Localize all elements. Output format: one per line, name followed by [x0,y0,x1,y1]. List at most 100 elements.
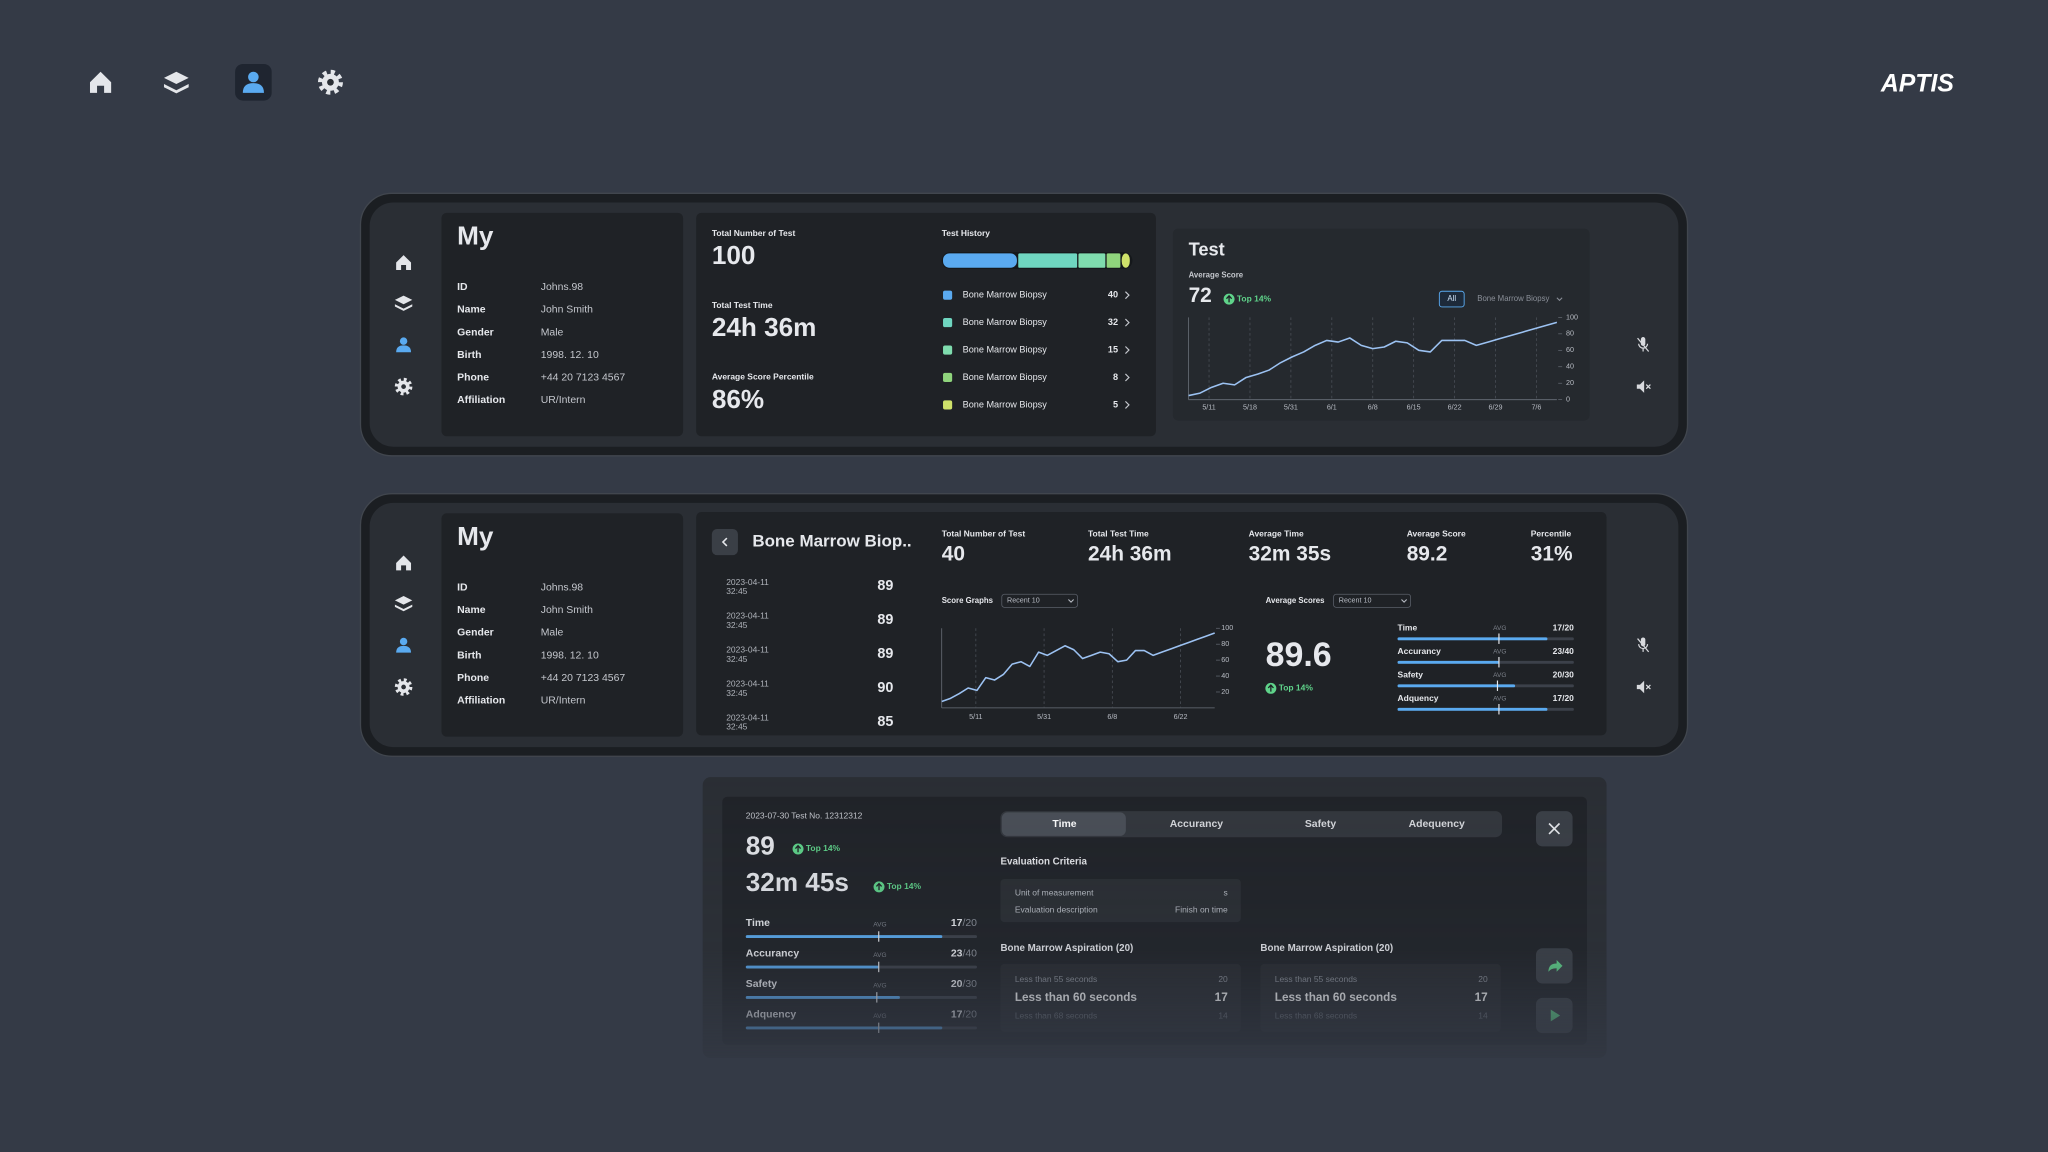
profile-value: UR/Intern [541,696,586,707]
history-title: Test History [942,228,991,238]
avg-score-big: 89.6 [1266,636,1332,674]
record-time: 32:45 [726,654,747,664]
profile-value: UR/Intern [541,395,586,406]
play-triangle [1550,1009,1561,1022]
y-tick-label: 80 [1566,330,1574,338]
profile-label: Gender [457,628,494,639]
user-body [396,645,412,653]
filter-all[interactable] [1438,290,1465,308]
icon-mute [1636,680,1651,694]
dropdown[interactable] [1333,593,1412,608]
stat-label: Average Score Percentile [712,372,814,382]
result-panel: 2023-07-30 Test No. 12312312 89 Top 14% 32m… [702,777,1607,1058]
record-score: 89 [877,646,893,662]
score-bar [745,996,900,999]
column-row-label: Less than 55 seconds [1275,974,1357,984]
unit-value: s [1224,888,1228,898]
tab-active [1001,812,1126,836]
icon-share [1548,960,1563,972]
score-max: /20 [962,1009,977,1020]
gear-teeth [394,678,413,696]
record-score: 85 [877,714,893,730]
profile-label: Affiliation [457,696,505,707]
mic-strokes [1637,638,1650,653]
chevron [1125,400,1130,409]
x-tick-label: 6/8 [1107,713,1117,721]
gear-hole [327,78,334,86]
column-row-value: 20 [1478,974,1488,984]
record-date: 2023-04-11 [726,611,769,621]
history-swatch [943,400,953,410]
home-shape [396,555,412,571]
criteria-name: Accurancy [746,949,800,960]
stat-label: Total Number of Test [712,228,796,238]
icon-close [1548,822,1561,835]
criteria-name: Safety [1398,669,1424,679]
x-tick-label: 5/18 [1243,403,1257,411]
y-tick-label: 100 [1566,313,1578,321]
profile-value: +44 20 7123 4567 [541,372,626,383]
result-time: 32m 45s [746,867,849,897]
icon-up [1223,293,1235,305]
x-tick-label: 5/11 [1202,403,1215,411]
icon-up [792,843,804,855]
profile-card [441,513,684,737]
criteria-name: Adquency [1398,693,1439,703]
score-bar [745,965,879,969]
record-date: 2023-04-11 [726,679,769,689]
tab: Time [1052,819,1076,830]
y-tick-label: 100 [1221,624,1233,632]
icon-chev [1125,291,1130,300]
icon-gear [394,377,413,396]
icon-layers [394,595,413,612]
score-max: /30 [962,979,977,990]
history-swatch [943,318,953,328]
avg-label: AVG [1493,648,1506,655]
history-name: Bone Marrow Biopsy [963,317,1048,327]
icon-mute [1636,380,1651,393]
layer-top [163,71,189,85]
dropdown[interactable] [1001,593,1078,608]
unit-label: Unit of measurement [1015,888,1094,898]
score-label: 23/40 [1553,646,1574,656]
history-segment [1106,253,1121,268]
icon-home [396,555,412,571]
layer-bottom [394,304,413,311]
record-date: 2023-04-11 [726,645,769,655]
profile-title: My [457,221,494,251]
y-tick-label: 40 [1221,672,1229,680]
result-header: 2023-07-30 Test No. 12312312 [746,811,863,821]
column-title: Bone Marrow Aspiration (20) [1000,943,1133,954]
stat-value: 100 [712,240,756,270]
icon-user [396,637,412,653]
stat-value: 24h 36m [712,312,817,342]
chevron [1125,291,1130,300]
icon-gear [317,69,343,95]
column-box [1260,963,1501,1032]
stat-label: Total Test Time [712,300,773,310]
tab: Accurancy [1170,819,1224,830]
back-button[interactable] [711,528,738,556]
profile-label: Gender [457,327,494,338]
history-name: Bone Marrow Biopsy [963,290,1048,300]
badge-text: Top 14% [1279,683,1314,693]
x-tick-label: 5/31 [1037,713,1051,721]
detail-card [696,512,1607,736]
gear-hole [401,684,406,690]
speaker [1636,680,1645,694]
score-line [941,632,1215,703]
profile-label: ID [457,583,468,594]
stat-value: 89.2 [1407,543,1448,566]
icon-chev [1125,346,1130,354]
x-tick-label: 6/29 [1489,403,1503,411]
y-tick-label: 0 [1566,396,1570,404]
profile-value: 1998. 12. 10 [541,650,599,661]
y-tick-label: 20 [1566,379,1574,387]
history-segment [1078,253,1106,268]
icon-up [873,881,885,893]
history-count: 5 [1113,399,1118,409]
mute-x [1645,384,1651,390]
score-label: 17/20 [1553,622,1574,632]
